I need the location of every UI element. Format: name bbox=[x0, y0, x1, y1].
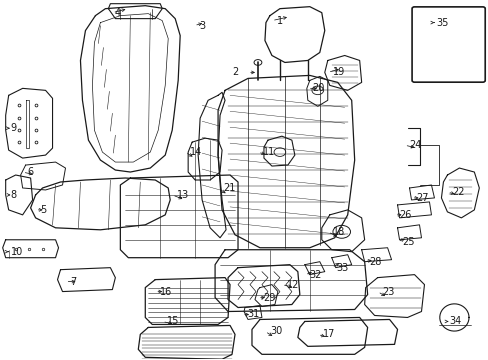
Text: 6: 6 bbox=[27, 167, 34, 177]
Text: 1: 1 bbox=[276, 15, 283, 26]
Text: 34: 34 bbox=[448, 316, 461, 327]
Text: 33: 33 bbox=[336, 263, 348, 273]
Text: 14: 14 bbox=[190, 147, 202, 157]
Text: 28: 28 bbox=[369, 257, 381, 267]
Text: 8: 8 bbox=[11, 190, 17, 200]
Text: 11: 11 bbox=[263, 147, 275, 157]
Text: 32: 32 bbox=[309, 270, 322, 280]
Text: 27: 27 bbox=[416, 193, 428, 203]
Text: 22: 22 bbox=[451, 187, 464, 197]
Text: 35: 35 bbox=[435, 18, 448, 28]
Text: 9: 9 bbox=[11, 123, 17, 133]
Text: 23: 23 bbox=[382, 287, 394, 297]
Text: 30: 30 bbox=[269, 327, 282, 336]
Text: 17: 17 bbox=[322, 329, 334, 339]
Text: 29: 29 bbox=[263, 293, 275, 302]
Text: 16: 16 bbox=[160, 287, 172, 297]
Text: 26: 26 bbox=[399, 210, 411, 220]
Text: 10: 10 bbox=[11, 247, 23, 257]
Text: 20: 20 bbox=[312, 84, 325, 93]
Text: 18: 18 bbox=[332, 227, 344, 237]
Text: 12: 12 bbox=[286, 280, 299, 289]
Text: 4: 4 bbox=[114, 8, 120, 18]
Text: 13: 13 bbox=[177, 190, 189, 200]
FancyBboxPatch shape bbox=[411, 7, 484, 82]
Text: 19: 19 bbox=[332, 67, 344, 77]
Text: 24: 24 bbox=[408, 140, 421, 150]
Text: 25: 25 bbox=[402, 237, 414, 247]
Text: 2: 2 bbox=[231, 67, 238, 77]
Text: 3: 3 bbox=[199, 21, 205, 31]
Text: 21: 21 bbox=[223, 183, 235, 193]
Text: 5: 5 bbox=[41, 205, 47, 215]
Text: 7: 7 bbox=[70, 276, 77, 287]
Text: 15: 15 bbox=[167, 316, 179, 327]
Text: 31: 31 bbox=[246, 310, 259, 319]
